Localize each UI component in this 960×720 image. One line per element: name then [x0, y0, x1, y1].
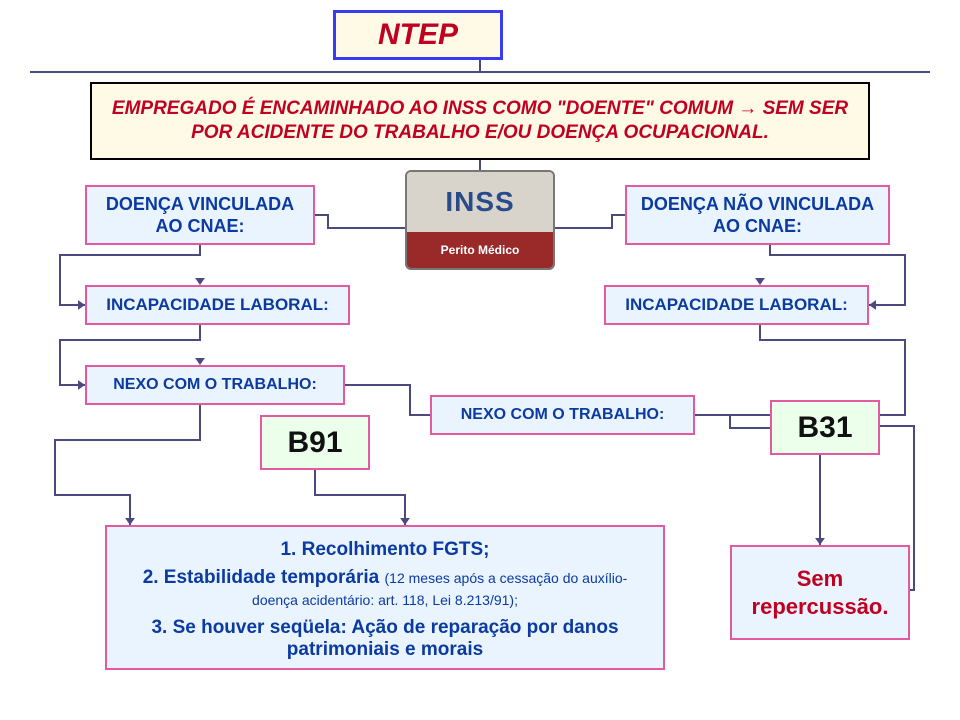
box-bottom-left: 1. Recolhimento FGTS; 2. Estabilidade te…: [105, 525, 665, 670]
inss-graphic: INSS Perito Médico: [405, 170, 555, 270]
box-bottom-right: Sem repercussão.: [730, 545, 910, 640]
inss-subtitle: Perito Médico: [407, 232, 553, 268]
intro-box: EMPREGADO É ENCAMINHADO AO INSS COMO "DO…: [90, 82, 870, 160]
box-vinculada: DOENÇA VINCULADA AO CNAE:: [85, 185, 315, 245]
box-nexo-right: NEXO COM O TRABALHO:: [430, 395, 695, 435]
box-incapacidade-left: INCAPACIDADE LABORAL:: [85, 285, 350, 325]
box-b31: B31: [770, 400, 880, 455]
box-incapacidade-right: INCAPACIDADE LABORAL:: [604, 285, 869, 325]
box-nao-vinculada: DOENÇA NÃO VINCULADA AO CNAE:: [625, 185, 890, 245]
title-ntep: NTEP: [333, 10, 503, 60]
bl-line1: 1. Recolhimento FGTS;: [121, 539, 649, 561]
box-b91: B91: [260, 415, 370, 470]
bl-line2: 2. Estabilidade temporária (12 meses apó…: [121, 567, 649, 611]
box-nexo-left: NEXO COM O TRABALHO:: [85, 365, 345, 405]
inss-title: INSS: [445, 186, 514, 218]
bl-line3: 3. Se houver seqüela: Ação de reparação …: [121, 617, 649, 661]
